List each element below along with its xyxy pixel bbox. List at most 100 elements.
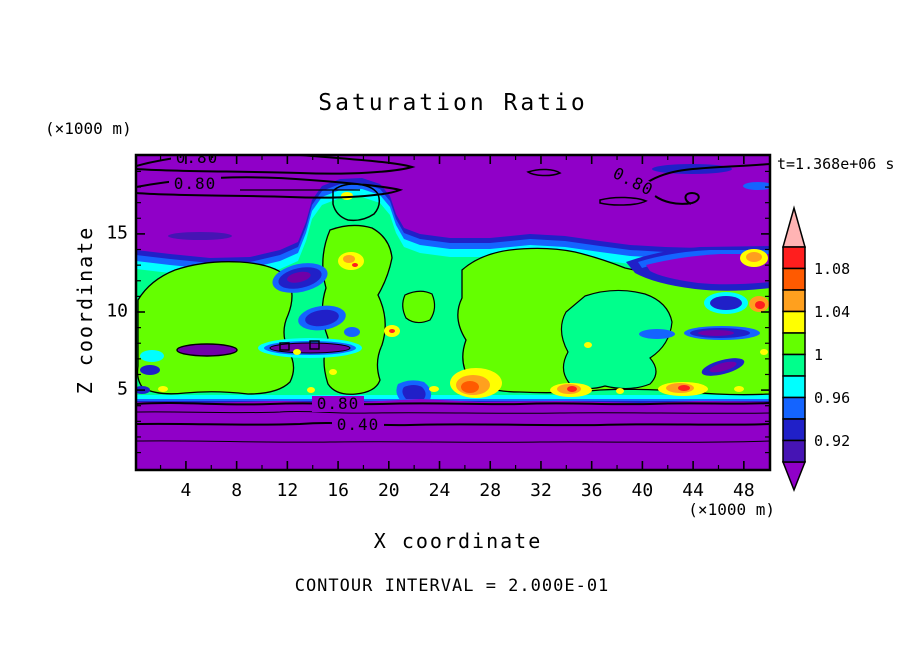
x-tick-label: 32 <box>530 480 552 501</box>
upper-contour-lens-2 <box>136 176 404 199</box>
x-tick-label: 36 <box>580 480 603 501</box>
y-tick-label: 10 <box>106 300 128 322</box>
colorbar-under-arrow <box>781 461 807 493</box>
y-tick-label: 15 <box>106 222 128 244</box>
colorbar-cell <box>782 310 806 334</box>
x-tick-label: 28 <box>479 480 502 501</box>
colorbar-cell <box>782 418 806 442</box>
warm-spot <box>616 388 624 394</box>
left-cyan-bit <box>140 350 164 362</box>
warm-spot <box>158 386 168 392</box>
line-contour-0.8 <box>136 402 770 406</box>
colorbar-cell <box>782 396 806 420</box>
label-patch <box>171 155 223 166</box>
colorbar-cell <box>782 332 806 356</box>
springgreen-channel <box>560 289 673 390</box>
contour-label: 0.80 <box>317 394 360 413</box>
dark-streak-7 <box>684 326 760 340</box>
colorbar-cell <box>782 375 806 399</box>
dark-oval-2-body <box>305 309 339 327</box>
x-tick-label: 12 <box>276 480 299 501</box>
warm-spot <box>734 386 744 392</box>
x-tick-label: 4 <box>180 480 192 501</box>
colorbar-tick-label: 1.04 <box>814 302 851 321</box>
label-patch <box>312 396 364 412</box>
contour-label: 0.80 <box>176 148 219 167</box>
mini-contour-box-1 <box>279 342 290 351</box>
colorbar-cell <box>782 353 806 377</box>
warm-spot <box>461 381 479 393</box>
x-axis-units: (×1000 m) <box>688 500 775 519</box>
colorbar-cell <box>782 246 806 270</box>
contour-label: 0.80 <box>174 174 217 193</box>
upper-contour-small-lens <box>599 196 648 206</box>
label-patch <box>332 417 384 433</box>
y-axis-label: Z coordinate <box>73 225 97 395</box>
warm-spot <box>755 301 765 309</box>
dark-streak-3 <box>258 338 362 358</box>
warm-spot <box>307 387 315 393</box>
colorbar-cell <box>782 289 806 313</box>
dark-oval-1-core <box>287 271 311 283</box>
line-contour-0.4 <box>136 422 770 427</box>
left-navy-bit-1 <box>140 365 160 375</box>
upper-contour-lens-1 <box>136 155 416 175</box>
x-tick-label: 44 <box>682 480 704 501</box>
x-axis-label: X coordinate <box>373 529 543 553</box>
warm-spot <box>746 252 762 262</box>
contour-interval-note: CONTOUR INTERVAL = 2.000E-01 <box>294 576 610 596</box>
colorbar-tick-label: 1 <box>814 345 824 364</box>
blue-streak-9 <box>639 329 675 339</box>
contour-label-bottom-04: 0.40 <box>332 415 384 434</box>
x-tick-label: 8 <box>231 480 243 501</box>
contour-field: 0.80 0.80 0.80 0.80 0.40 <box>136 148 770 470</box>
blue-dot-10 <box>344 327 360 337</box>
line-contour-0.6 <box>136 410 770 414</box>
x-tick-label: 20 <box>377 480 400 501</box>
y-tick-label: 5 <box>117 378 128 400</box>
upper-blue-streak <box>743 182 770 190</box>
dark-streak-4 <box>176 343 238 357</box>
mini-contour-box-2 <box>309 340 320 350</box>
dark-streak-7-core <box>698 330 734 336</box>
warm-spot <box>329 369 337 375</box>
x-tick-label: 24 <box>428 480 451 501</box>
chartreuse-mass-left <box>136 261 295 395</box>
upper-contour-tiny-lens <box>526 168 562 177</box>
line-contour-0.2 <box>136 440 770 443</box>
plot-border <box>134 153 772 472</box>
warm-spot <box>352 263 358 267</box>
upper-contour-right-squiggle <box>644 163 770 205</box>
colorbar-tick-label: 0.92 <box>814 431 851 450</box>
warm-spot <box>678 385 690 391</box>
warm-spot <box>389 329 395 333</box>
colorbar-tick-label: 0.96 <box>814 388 851 407</box>
warm-spot <box>343 255 355 263</box>
label-patch <box>606 163 660 201</box>
warm-spot <box>293 349 301 355</box>
dark-blob-6 <box>704 292 748 314</box>
warm-spot <box>760 349 768 355</box>
contour-label-tl-2: 0.80 <box>169 174 221 193</box>
warm-spot <box>584 342 592 348</box>
upper-indigo-streak <box>168 232 232 240</box>
dark-blob-5 <box>396 380 432 400</box>
dark-streak-8 <box>701 358 745 376</box>
colorbar <box>781 205 807 493</box>
dark-blob-6-body <box>710 296 742 310</box>
dark-oval-1 <box>272 263 328 293</box>
warm-spot <box>429 386 439 392</box>
time-annotation: t=1.368e+06 s <box>777 155 895 173</box>
y-axis-units: (×1000 m) <box>45 119 132 138</box>
dark-blob-5-body <box>402 385 426 399</box>
x-tick-label: 40 <box>631 480 654 501</box>
warm-spots <box>158 192 769 398</box>
dry-tongue-core <box>646 254 770 285</box>
chart-title: Saturation Ratio <box>318 90 588 116</box>
contour-label-bottom-08: 0.80 <box>312 394 364 413</box>
warm-spot <box>567 386 577 392</box>
contour-label: 0.40 <box>337 415 380 434</box>
colorbar-over-arrow <box>782 205 806 248</box>
